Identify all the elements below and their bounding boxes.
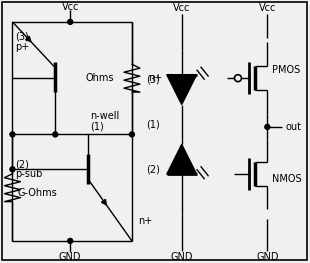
Text: NMOS: NMOS [272,174,302,184]
Circle shape [265,124,270,129]
Text: PMOS: PMOS [272,65,301,75]
Text: (2): (2) [146,164,160,174]
Text: out: out [285,122,301,132]
Circle shape [10,167,15,172]
Text: (2): (2) [16,159,29,169]
Text: p-sub: p-sub [16,169,43,179]
Text: (1): (1) [90,122,104,132]
Circle shape [130,132,135,137]
Polygon shape [167,144,197,174]
Circle shape [53,132,58,137]
Text: (1): (1) [146,119,160,129]
Circle shape [10,132,15,137]
Text: n+: n+ [138,216,152,226]
Text: GND: GND [256,252,279,262]
Circle shape [68,239,73,244]
Text: p+: p+ [16,42,30,52]
Text: Vcc: Vcc [259,3,276,13]
Text: n+: n+ [148,73,162,83]
Polygon shape [167,75,197,104]
Text: n-well: n-well [90,112,119,122]
Text: GND: GND [59,252,82,262]
Text: Vcc: Vcc [61,2,79,12]
Polygon shape [26,36,31,42]
Text: (3): (3) [16,32,29,42]
Text: GND: GND [170,252,193,262]
Text: Vcc: Vcc [173,3,190,13]
Text: (3): (3) [146,75,160,85]
Circle shape [68,19,73,24]
Polygon shape [101,199,106,205]
Text: Ohms: Ohms [86,73,114,83]
Text: G-Ohms: G-Ohms [17,188,57,198]
